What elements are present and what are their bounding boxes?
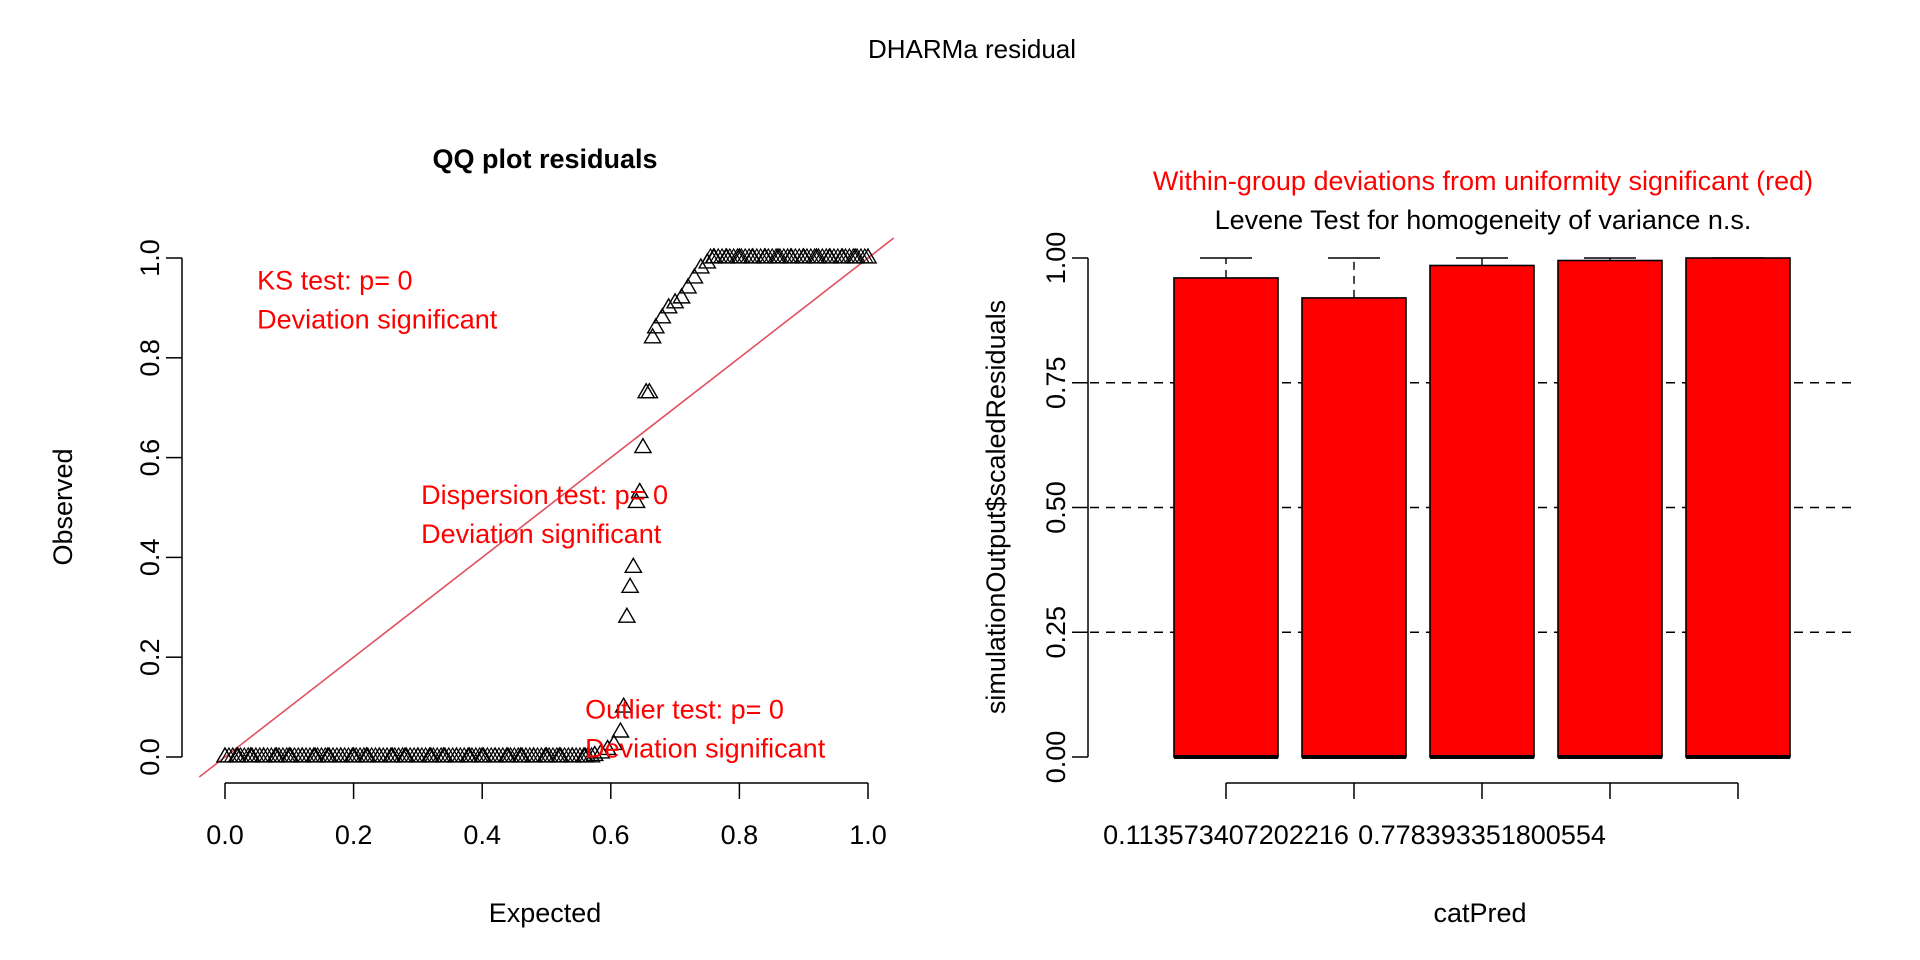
qq-point	[617, 606, 637, 623]
boxplot-box	[1301, 297, 1407, 758]
qq-y-tick-label: 1.0	[135, 239, 165, 277]
figure-title: DHARMa residual	[868, 34, 1076, 64]
qq-point	[659, 297, 678, 314]
qq-point	[582, 746, 601, 763]
boxplot-box	[1429, 264, 1535, 758]
boxplot-y-tick-label: 0.00	[1041, 731, 1071, 784]
qq-point	[652, 307, 672, 324]
qq-point	[678, 277, 698, 294]
qq-x-tick-label: 0.8	[721, 820, 759, 850]
qq-reference-line-path	[198, 237, 895, 778]
qq-point	[685, 267, 704, 284]
qq-x-tick-label: 1.0	[849, 820, 887, 850]
qq-x-axis-label: Expected	[489, 898, 602, 928]
qq-point	[636, 382, 656, 399]
boxplot-y-axis-label: simulationOutput$scaledResiduals	[981, 300, 1011, 714]
qq-points	[215, 247, 878, 763]
qq-point	[643, 327, 662, 344]
boxplot-box	[1173, 277, 1279, 758]
qq-plot-title: QQ plot residuals	[432, 144, 657, 174]
boxplot-x-tick-label: 0.113573407202216	[1103, 820, 1349, 850]
qq-point	[672, 287, 691, 304]
qq-point	[614, 696, 633, 713]
qq-y-tick-label: 0.0	[135, 738, 165, 776]
boxplot-boxes	[1173, 257, 1791, 759]
qq-reference-line	[198, 237, 895, 778]
qq-point	[665, 292, 685, 309]
qq-point	[633, 437, 653, 454]
qq-y-axis-label: Observed	[48, 448, 78, 565]
qq-annotation-line: Deviation significant	[585, 734, 826, 764]
qq-annotation-line: Outlier test: p= 0	[585, 695, 784, 725]
boxplot-x-tick-label: 0.778393351800554	[1358, 820, 1606, 850]
boxplot-y-tick-label: 0.75	[1041, 356, 1071, 409]
qq-plot-panel: QQ plot residuals Expected Observed 0.0 0…	[48, 144, 895, 928]
qq-annotation-line: Deviation significant	[257, 304, 498, 334]
qq-annotation-line: Dispersion test: p= 0	[421, 480, 668, 510]
qq-point	[640, 382, 659, 399]
qq-x-tick-label: 0.2	[335, 820, 373, 850]
qq-point	[591, 742, 611, 759]
qq-y-tick-label: 0.6	[135, 439, 165, 477]
boxplot-subtitle: Within-group deviations from uniformity …	[1153, 166, 1813, 196]
qq-point	[691, 257, 711, 274]
qq-x-tick-label: 0.0	[206, 820, 244, 850]
boxplot-axes: 0.00 0.25 0.50 0.75 1.00 0.113573407202216 0.7…	[1041, 232, 1739, 850]
qq-point	[627, 492, 646, 509]
qq-point	[630, 482, 650, 499]
boxplot-y-tick-label: 0.50	[1041, 481, 1071, 534]
qq-point	[646, 317, 666, 334]
qq-x-tick-label: 0.4	[463, 820, 501, 850]
qq-point	[620, 576, 640, 593]
boxplot-box	[1685, 257, 1791, 758]
qq-point	[604, 734, 624, 751]
qq-point	[598, 739, 617, 756]
qq-y-tick-label: 0.8	[135, 339, 165, 377]
boxplot-box	[1557, 259, 1663, 758]
qq-y-tick-label: 0.4	[135, 539, 165, 577]
qq-x-tick-label: 0.6	[592, 820, 630, 850]
boxplot-y-tick-label: 1.00	[1041, 232, 1071, 285]
qq-y-tick-label: 0.2	[135, 638, 165, 676]
qq-point	[623, 556, 643, 574]
boxplot-panel: Within-group deviations from uniformity …	[981, 166, 1852, 928]
boxplot-y-tick-label: 0.25	[1041, 606, 1071, 659]
qq-annotation-line: Deviation significant	[421, 519, 662, 549]
qq-axes: 0.0 0.2 0.4 0.6 0.8 1.0 0.0 0.2 0.4 0.6 0.8 1.0	[135, 239, 887, 850]
qq-point	[855, 247, 874, 264]
qq-point	[611, 721, 630, 738]
qq-test-annotations: KS test: p= 0 Deviation significant Disper…	[257, 265, 826, 763]
boxplot-x-axis-label: catPred	[1433, 898, 1526, 928]
boxplot-title: Levene Test for homogeneity of variance …	[1215, 205, 1752, 235]
qq-annotation-line: KS test: p= 0	[257, 265, 412, 295]
